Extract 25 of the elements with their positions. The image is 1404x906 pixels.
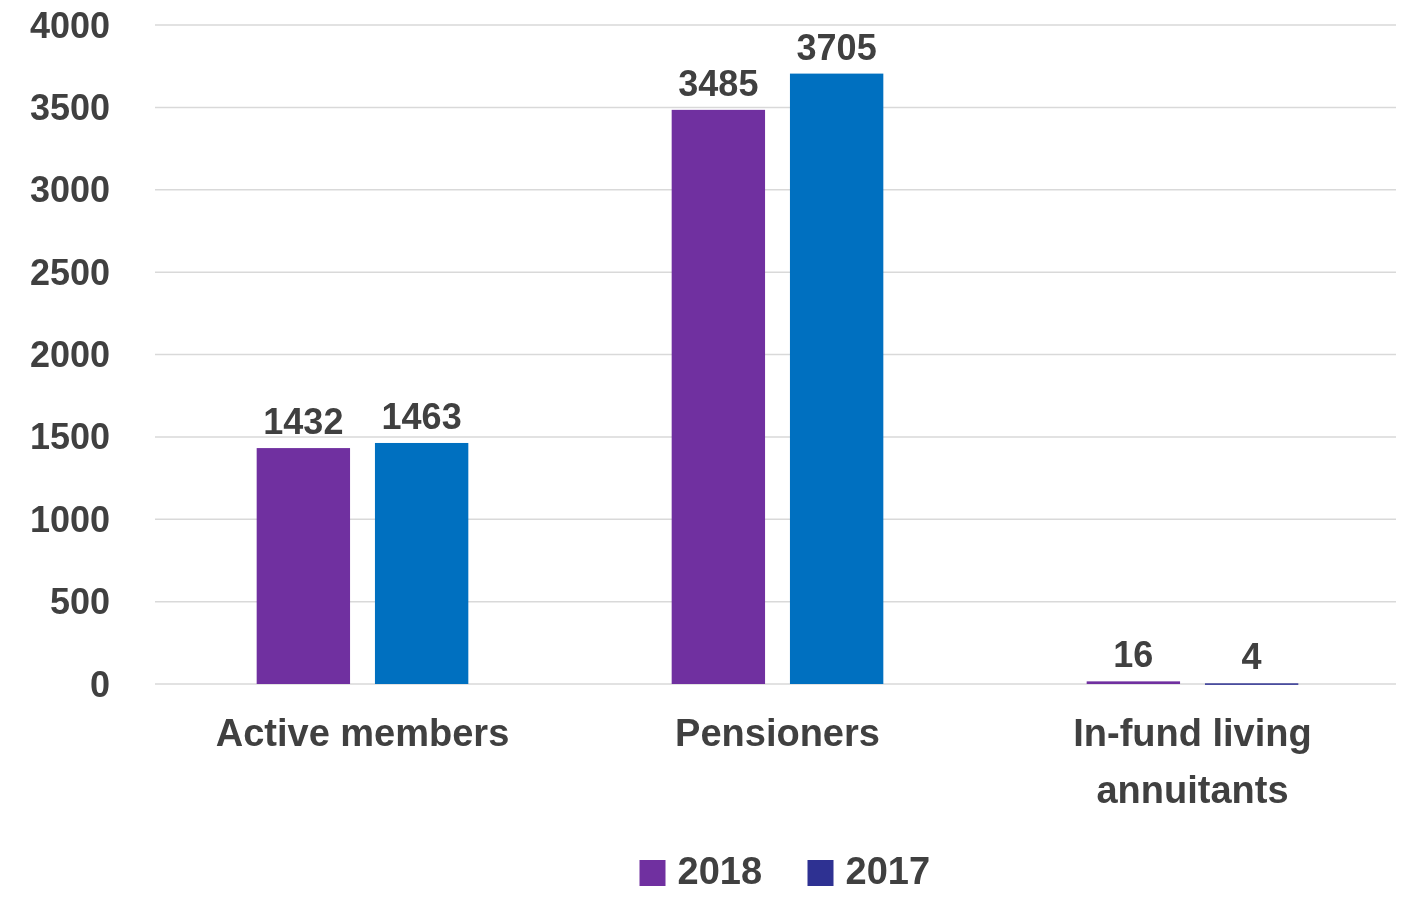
y-tick-label: 2000 xyxy=(29,334,110,376)
x-tick-label: Active members xyxy=(215,712,510,754)
y-tick-label: 1500 xyxy=(29,416,110,458)
bar xyxy=(374,442,469,684)
data-label: 1463 xyxy=(381,395,462,437)
legend-label: 2018 xyxy=(677,850,763,892)
data-label: 16 xyxy=(1113,634,1154,676)
data-label: 3705 xyxy=(796,26,877,68)
bar xyxy=(1086,681,1181,684)
y-tick-label: 2500 xyxy=(29,251,110,293)
legend-label: 2017 xyxy=(845,850,931,892)
x-tick-label: In-fund living annuitants xyxy=(1073,712,1312,811)
bar xyxy=(256,448,351,684)
y-tick-label: 1000 xyxy=(29,498,110,540)
y-tick-label: 500 xyxy=(49,581,110,623)
y-tick-label: 4000 xyxy=(29,4,110,46)
bar xyxy=(671,109,766,684)
data-label: 3485 xyxy=(678,62,759,104)
data-label: 4 xyxy=(1241,636,1262,678)
y-tick-label: 3500 xyxy=(29,86,110,128)
data-label: 1432 xyxy=(263,401,344,443)
y-tick-label: 0 xyxy=(89,663,110,705)
bar xyxy=(789,73,884,684)
y-tick-label: 3000 xyxy=(29,169,110,211)
x-tick-label: Pensioners xyxy=(675,712,880,754)
